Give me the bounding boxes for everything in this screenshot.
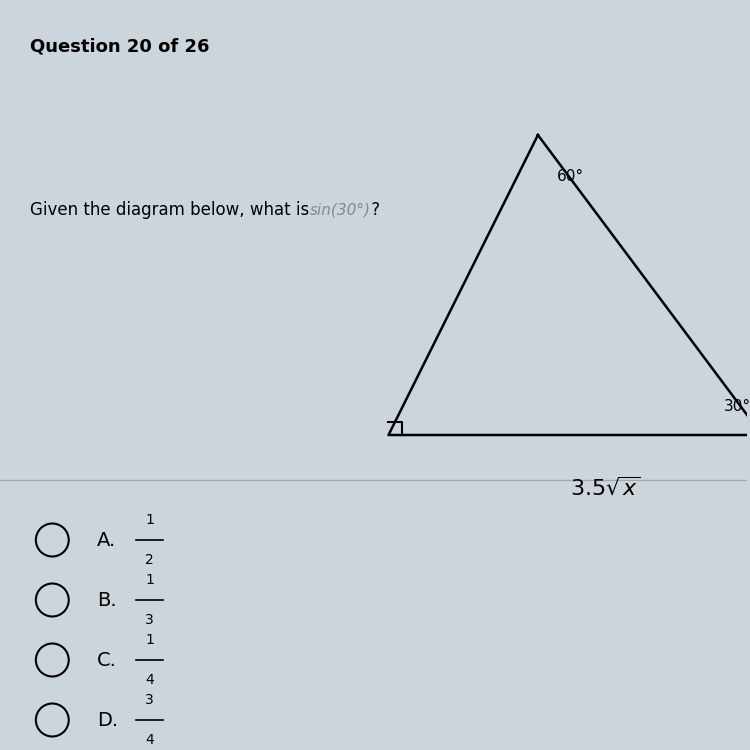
Text: B.: B. <box>97 590 117 610</box>
Text: sin(30°): sin(30°) <box>310 202 370 217</box>
Text: 1: 1 <box>145 574 154 587</box>
Text: ?: ? <box>366 201 380 219</box>
Text: Question 20 of 26: Question 20 of 26 <box>30 38 209 56</box>
Text: 30°: 30° <box>724 399 750 414</box>
Text: $3.5\sqrt{x}$: $3.5\sqrt{x}$ <box>570 476 640 499</box>
Text: Given the diagram below, what is: Given the diagram below, what is <box>30 201 314 219</box>
Text: 3: 3 <box>145 613 154 626</box>
Text: 60°: 60° <box>556 169 584 184</box>
Text: 4: 4 <box>145 673 154 686</box>
Text: 1: 1 <box>145 514 154 527</box>
Text: D.: D. <box>97 710 118 730</box>
Text: 1: 1 <box>145 634 154 647</box>
Text: 2: 2 <box>145 553 154 566</box>
Text: A.: A. <box>97 530 116 550</box>
Text: 3: 3 <box>145 694 154 707</box>
Text: C.: C. <box>97 650 117 670</box>
Text: 4: 4 <box>145 733 154 746</box>
